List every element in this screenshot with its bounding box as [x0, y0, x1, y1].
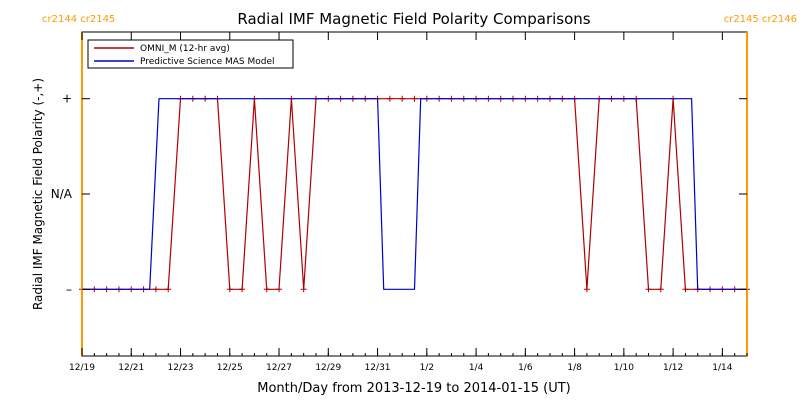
- data-point: [152, 286, 159, 293]
- data-point: [645, 286, 652, 293]
- plot-frame: [81, 31, 748, 357]
- chart-title: Radial IMF Magnetic Field Polarity Compa…: [237, 10, 590, 28]
- y-tick-label: +: [62, 92, 72, 106]
- x-tick-label: 1/8: [567, 363, 582, 373]
- x-tick-label: 12/21: [118, 363, 144, 373]
- series-mas: [82, 98, 747, 290]
- x-axis-label: Month/Day from 2013-12-19 to 2014-01-15 …: [257, 381, 570, 396]
- rotation-marker-label: cr2145 cr2146: [724, 14, 797, 25]
- data-point: [226, 286, 233, 293]
- series-omni: [79, 95, 750, 293]
- data-point: [657, 286, 664, 293]
- y-tick-label: N/A: [51, 187, 73, 201]
- legend-label-omni: OMNI_M (12-hr avg): [140, 44, 230, 54]
- data-point: [276, 286, 283, 293]
- x-tick-label: 12/23: [168, 363, 194, 373]
- data-point: [399, 95, 406, 102]
- data-point: [263, 286, 270, 293]
- x-tick-label: 1/14: [712, 363, 732, 373]
- series-line: [82, 98, 747, 290]
- x-tick-label: 1/10: [614, 363, 634, 373]
- data-point: [239, 286, 246, 293]
- legend-label-mas: Predictive Science MAS Model: [140, 57, 275, 67]
- legend: OMNI_M (12-hr avg) Predictive Science MA…: [87, 39, 294, 69]
- data-point: [165, 286, 172, 293]
- x-tick-label: 12/25: [217, 363, 243, 373]
- x-tick-label: 1/6: [518, 363, 533, 373]
- y-tick-label: –: [66, 282, 72, 296]
- data-point: [411, 95, 418, 102]
- x-tick-label: 1/12: [663, 363, 683, 373]
- legend-box: [87, 39, 294, 69]
- y-axis-label: Radial IMF Magnetic Field Polarity (-,+): [31, 78, 45, 310]
- x-tick-label: 12/29: [315, 363, 341, 373]
- x-tick-label: 12/19: [69, 363, 95, 373]
- data-point: [300, 286, 307, 293]
- x-tick-label: 1/2: [420, 363, 434, 373]
- data-point: [682, 286, 689, 293]
- x-tick-label: 1/4: [469, 363, 484, 373]
- series-line: [82, 98, 747, 290]
- x-tick-label: 12/31: [365, 363, 391, 373]
- data-point: [386, 95, 393, 102]
- rotation-marker-label: cr2144 cr2145: [42, 14, 115, 25]
- x-tick-label: 12/27: [266, 363, 292, 373]
- data-point: [583, 286, 590, 293]
